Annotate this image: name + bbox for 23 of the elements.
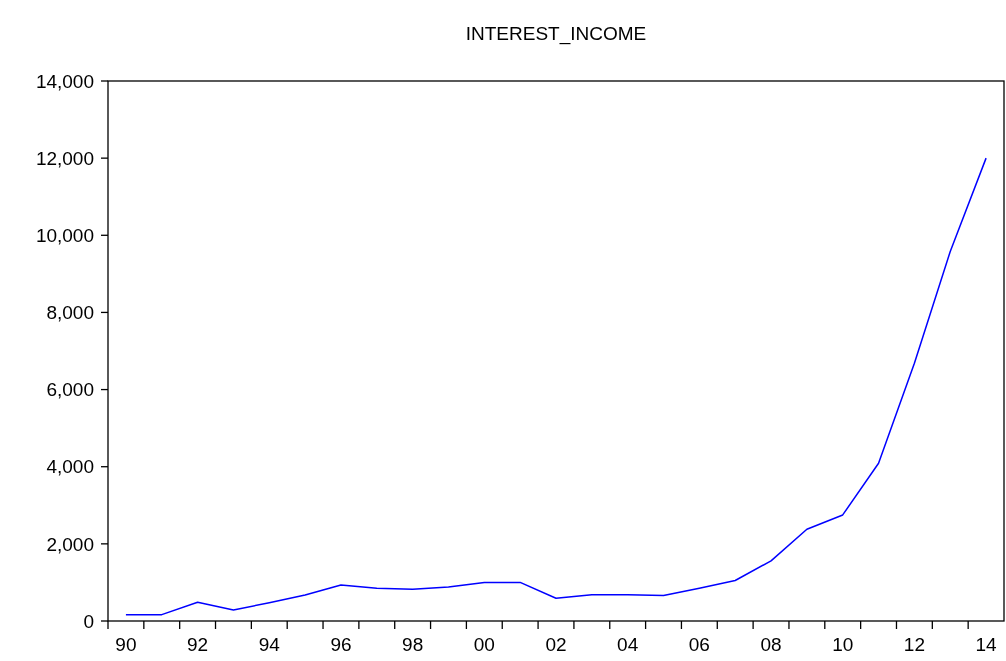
x-tick-label: 14 <box>975 634 998 655</box>
x-tick-label: 98 <box>402 634 424 655</box>
x-tick-label: 92 <box>187 634 209 655</box>
x-tick-label: 10 <box>832 634 854 655</box>
y-tick-label: 14,000 <box>35 70 94 92</box>
chart-title: INTEREST_INCOME <box>465 23 647 45</box>
x-tick-label: 12 <box>903 634 925 655</box>
x-tick-label: 04 <box>617 634 639 655</box>
line-series <box>125 157 987 616</box>
y-tick-label: 8,000 <box>46 302 94 324</box>
x-tick-label: 08 <box>760 634 782 655</box>
x-tick-label: 02 <box>545 634 567 655</box>
y-tick-label: 2,000 <box>46 533 94 555</box>
x-tick-label: 96 <box>330 634 352 655</box>
y-tick-label: 12,000 <box>35 147 94 169</box>
x-tick-label: 94 <box>258 634 281 655</box>
y-tick-label: 6,000 <box>46 379 94 401</box>
y-tick-label: 4,000 <box>46 456 94 478</box>
y-tick-label: 0 <box>83 610 94 632</box>
y-tick-label: 10,000 <box>35 224 94 246</box>
x-tick-label: 00 <box>473 634 495 655</box>
x-tick-label: 06 <box>688 634 710 655</box>
x-tick-label: 90 <box>115 634 137 655</box>
